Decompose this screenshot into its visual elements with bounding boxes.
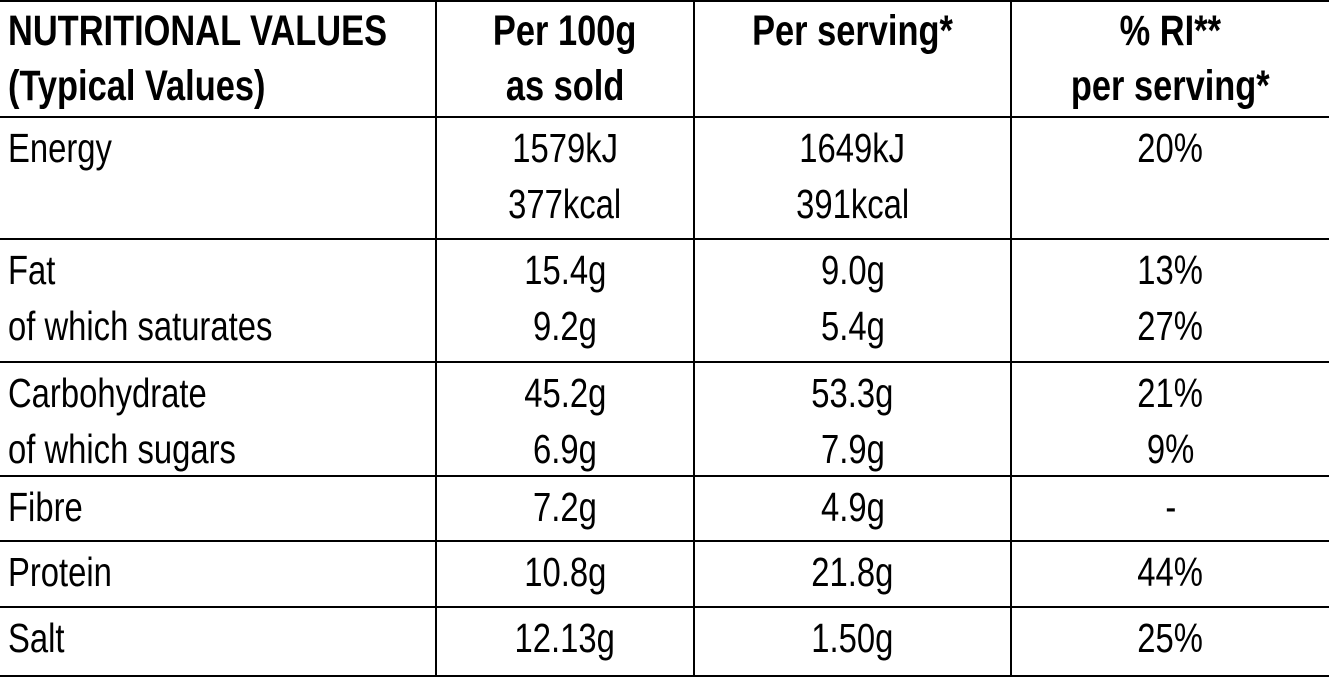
header-nutritional-values: NUTRITIONAL VALUES (Typical Values) bbox=[0, 2, 437, 116]
header-title-line1: NUTRITIONAL VALUES bbox=[8, 7, 388, 55]
fibre-per-serving-cell: 4.9g bbox=[695, 477, 1012, 540]
salt-per-100g-cell: 12.13g bbox=[437, 608, 695, 675]
energy-per-serving-kcal: 391kcal bbox=[795, 181, 910, 227]
header-per-100g-line1: Per 100g bbox=[493, 7, 637, 55]
fibre-ri-value: - bbox=[1165, 484, 1176, 530]
protein-per-100g-cell: 10.8g bbox=[437, 542, 695, 606]
header-ri-per-serving: % RI** per serving* bbox=[1012, 2, 1329, 116]
salt-per-serving-value: 1.50g bbox=[811, 615, 894, 661]
carbohydrate-ri-value: 21% bbox=[1137, 370, 1204, 416]
energy-label-cell: Energy bbox=[0, 118, 437, 238]
carbohydrate-label: Carbohydrate bbox=[8, 370, 207, 416]
header-per-100g-line2: as sold bbox=[505, 62, 625, 110]
saturates-ri-value: 27% bbox=[1137, 303, 1204, 349]
protein-label: Protein bbox=[8, 549, 112, 595]
row-fat: Fat of which saturates 15.4g 9.2g 9.0g 5… bbox=[0, 240, 1329, 363]
fat-per-100g-cell: 15.4g 9.2g bbox=[437, 240, 695, 361]
energy-per-serving-kj: 1649kJ bbox=[799, 125, 906, 171]
energy-per-100g-kj: 1579kJ bbox=[512, 125, 618, 171]
header-per-serving: Per serving* bbox=[695, 2, 1012, 116]
row-fibre: Fibre 7.2g 4.9g - bbox=[0, 477, 1329, 542]
energy-label: Energy bbox=[8, 125, 112, 171]
sugars-per-100g-value: 6.9g bbox=[533, 426, 597, 472]
header-ri-line1: % RI** bbox=[1119, 7, 1222, 55]
protein-per-100g-value: 10.8g bbox=[523, 549, 607, 595]
salt-per-100g-value: 12.13g bbox=[514, 615, 616, 661]
fat-per-serving-cell: 9.0g 5.4g bbox=[695, 240, 1012, 361]
row-protein: Protein 10.8g 21.8g 44% bbox=[0, 542, 1329, 608]
fibre-per-100g-value: 7.2g bbox=[533, 484, 597, 530]
salt-ri-value: 25% bbox=[1137, 615, 1204, 661]
fibre-ri-cell: - bbox=[1012, 477, 1329, 540]
salt-label: Salt bbox=[8, 615, 65, 661]
salt-per-serving-cell: 1.50g bbox=[695, 608, 1012, 675]
protein-label-cell: Protein bbox=[0, 542, 437, 606]
protein-ri-cell: 44% bbox=[1012, 542, 1329, 606]
energy-per-100g-kcal: 377kcal bbox=[508, 181, 622, 227]
header-per-100g: Per 100g as sold bbox=[437, 2, 695, 116]
fibre-per-serving-value: 4.9g bbox=[820, 484, 885, 530]
salt-ri-cell: 25% bbox=[1012, 608, 1329, 675]
header-per-serving-line1: Per serving* bbox=[752, 7, 953, 55]
energy-ri-value: 20% bbox=[1137, 125, 1204, 171]
sugars-per-serving-value: 7.9g bbox=[820, 426, 885, 472]
carbohydrate-label-cell: Carbohydrate of which sugars bbox=[0, 363, 437, 475]
fat-per-100g-value: 15.4g bbox=[523, 247, 607, 293]
carbohydrate-per-100g-value: 45.2g bbox=[523, 370, 607, 416]
carbohydrate-ri-cell: 21% 9% bbox=[1012, 363, 1329, 475]
fibre-per-100g-cell: 7.2g bbox=[437, 477, 695, 540]
row-carbohydrate: Carbohydrate of which sugars 45.2g 6.9g … bbox=[0, 363, 1329, 477]
header-title-line2: (Typical Values) bbox=[8, 62, 266, 110]
sugars-ri-value: 9% bbox=[1146, 426, 1195, 472]
fibre-label: Fibre bbox=[8, 484, 83, 530]
energy-ri-cell: 20% bbox=[1012, 118, 1329, 238]
energy-per-serving-cell: 1649kJ 391kcal bbox=[695, 118, 1012, 238]
fibre-label-cell: Fibre bbox=[0, 477, 437, 540]
carbohydrate-per-100g-cell: 45.2g 6.9g bbox=[437, 363, 695, 475]
salt-label-cell: Salt bbox=[0, 608, 437, 675]
carbohydrate-per-serving-value: 53.3g bbox=[811, 370, 894, 416]
protein-per-serving-value: 21.8g bbox=[811, 549, 894, 595]
fat-ri-cell: 13% 27% bbox=[1012, 240, 1329, 361]
fat-ri-value: 13% bbox=[1137, 247, 1204, 293]
carbohydrate-per-serving-cell: 53.3g 7.9g bbox=[695, 363, 1012, 475]
sugars-label: of which sugars bbox=[8, 426, 236, 472]
header-ri-line2: per serving* bbox=[1071, 62, 1270, 110]
table-header-row: NUTRITIONAL VALUES (Typical Values) Per … bbox=[0, 2, 1329, 118]
fat-label: Fat bbox=[8, 247, 56, 293]
row-salt: Salt 12.13g 1.50g 25% bbox=[0, 608, 1329, 675]
protein-per-serving-cell: 21.8g bbox=[695, 542, 1012, 606]
fat-label-cell: Fat of which saturates bbox=[0, 240, 437, 361]
row-energy: Energy 1579kJ 377kcal 1649kJ 391kcal 20% bbox=[0, 118, 1329, 240]
fat-per-serving-value: 9.0g bbox=[820, 247, 885, 293]
protein-ri-value: 44% bbox=[1137, 549, 1204, 595]
energy-per-100g-cell: 1579kJ 377kcal bbox=[437, 118, 695, 238]
saturates-per-100g-value: 9.2g bbox=[533, 303, 597, 349]
saturates-per-serving-value: 5.4g bbox=[820, 303, 885, 349]
saturates-label: of which saturates bbox=[8, 303, 273, 349]
